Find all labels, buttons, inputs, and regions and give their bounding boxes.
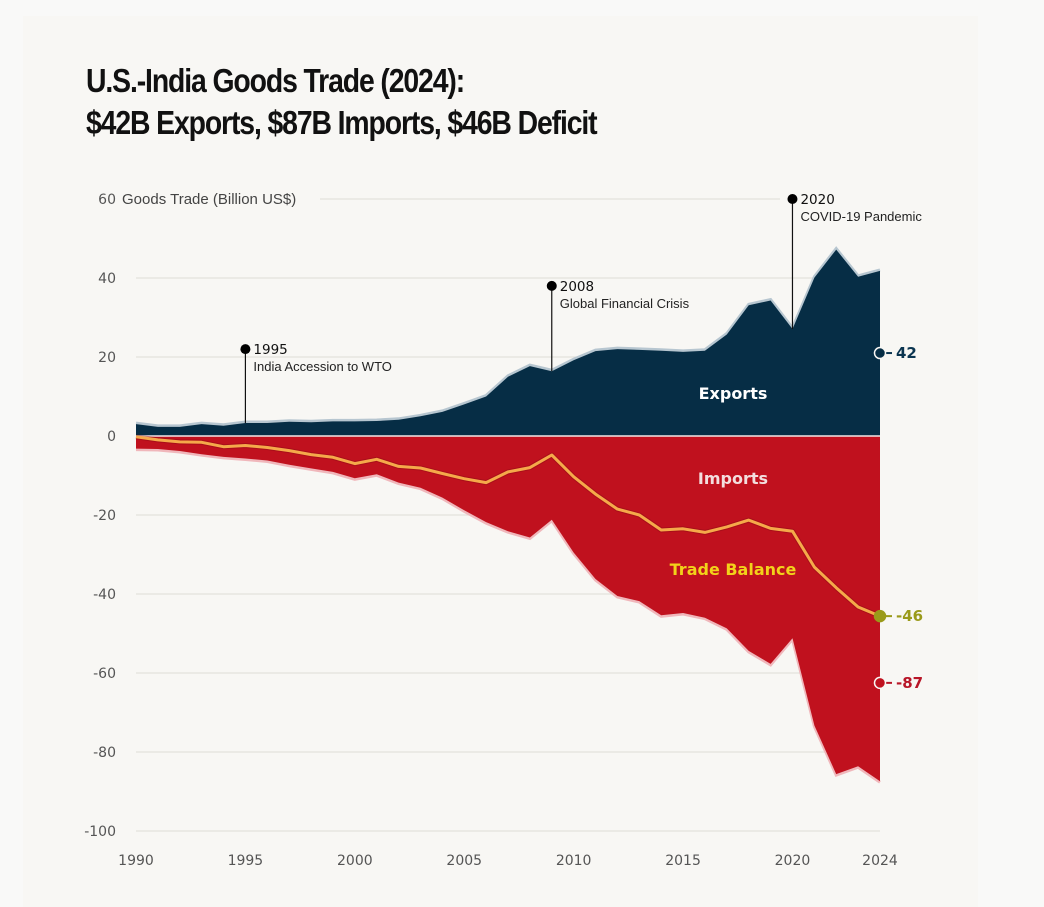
exports-end-dot — [873, 346, 887, 360]
y-axis-ticks: 60 40 20 0 -20 -40 -60 -80 -100 — [84, 192, 116, 840]
exports-area — [136, 249, 880, 436]
chart-title-line-2: $42B Exports, $87B Imports, $46B Deficit — [86, 104, 598, 141]
imports-area — [136, 436, 880, 782]
y-tick-label: 40 — [98, 271, 116, 287]
series-labels: Exports Imports Trade Balance — [670, 384, 797, 579]
trade-balance-label: Trade Balance — [670, 560, 797, 579]
annotation-dot — [546, 280, 557, 291]
exports-end-marker: 42 — [873, 344, 917, 362]
y-tick-label: -80 — [93, 745, 116, 761]
y-tick-label: 0 — [107, 429, 116, 445]
annotation-text: India Accession to WTO — [253, 359, 391, 374]
imports-label: Imports — [698, 469, 768, 488]
annotation-year: 2008 — [560, 279, 594, 295]
imports-end-marker: -87 — [873, 674, 923, 692]
annotation-text: Global Financial Crisis — [560, 296, 690, 311]
annotation-dot — [787, 194, 798, 204]
y-tick-label: -60 — [93, 666, 116, 682]
exports-label: Exports — [699, 384, 768, 403]
annotation-year: 2020 — [800, 192, 834, 208]
x-tick-label: 1995 — [228, 853, 264, 869]
trade-balance-line — [135, 435, 881, 618]
y-tick-label: -20 — [93, 508, 116, 524]
trade-balance-end-value: -46 — [896, 607, 923, 625]
x-tick-label: 2000 — [337, 853, 373, 869]
x-tick-label: 1990 — [118, 853, 154, 869]
chart-title: U.S.-India Goods Trade (2024): $42B Expo… — [86, 60, 598, 144]
exports-edge-highlight — [135, 246, 881, 428]
end-value-markers: 42 -46 -87 — [873, 344, 923, 692]
annotation-text: COVID-19 Pandemic — [800, 209, 922, 224]
y-tick-label: -100 — [84, 824, 116, 840]
imports-end-value: -87 — [896, 674, 923, 692]
chart-title-line-1: U.S.-India Goods Trade (2024): — [86, 62, 465, 99]
x-tick-label: 2024 — [862, 853, 898, 869]
x-tick-label: 2005 — [446, 853, 482, 869]
trade-balance-end-marker: -46 — [873, 607, 923, 625]
x-tick-label: 2010 — [556, 853, 592, 869]
x-tick-label: 2020 — [775, 853, 811, 869]
trade-balance-end-dot — [873, 609, 887, 623]
area-series — [135, 246, 881, 784]
imports-end-dot — [873, 676, 887, 690]
x-axis-ticks: 1990 1995 2000 2005 2010 2015 2020 2024 — [118, 853, 898, 869]
x-tick-label: 2015 — [665, 853, 701, 869]
y-axis-label: Goods Trade (Billion US$) — [122, 191, 296, 208]
annotation-year: 1995 — [253, 342, 287, 358]
y-tick-label: 20 — [98, 350, 116, 366]
y-tick-label: 60 — [98, 192, 116, 208]
exports-end-value: 42 — [896, 344, 917, 362]
y-tick-label: -40 — [93, 587, 116, 603]
annotation-dot — [240, 344, 251, 355]
imports-edge-highlight — [135, 448, 881, 784]
